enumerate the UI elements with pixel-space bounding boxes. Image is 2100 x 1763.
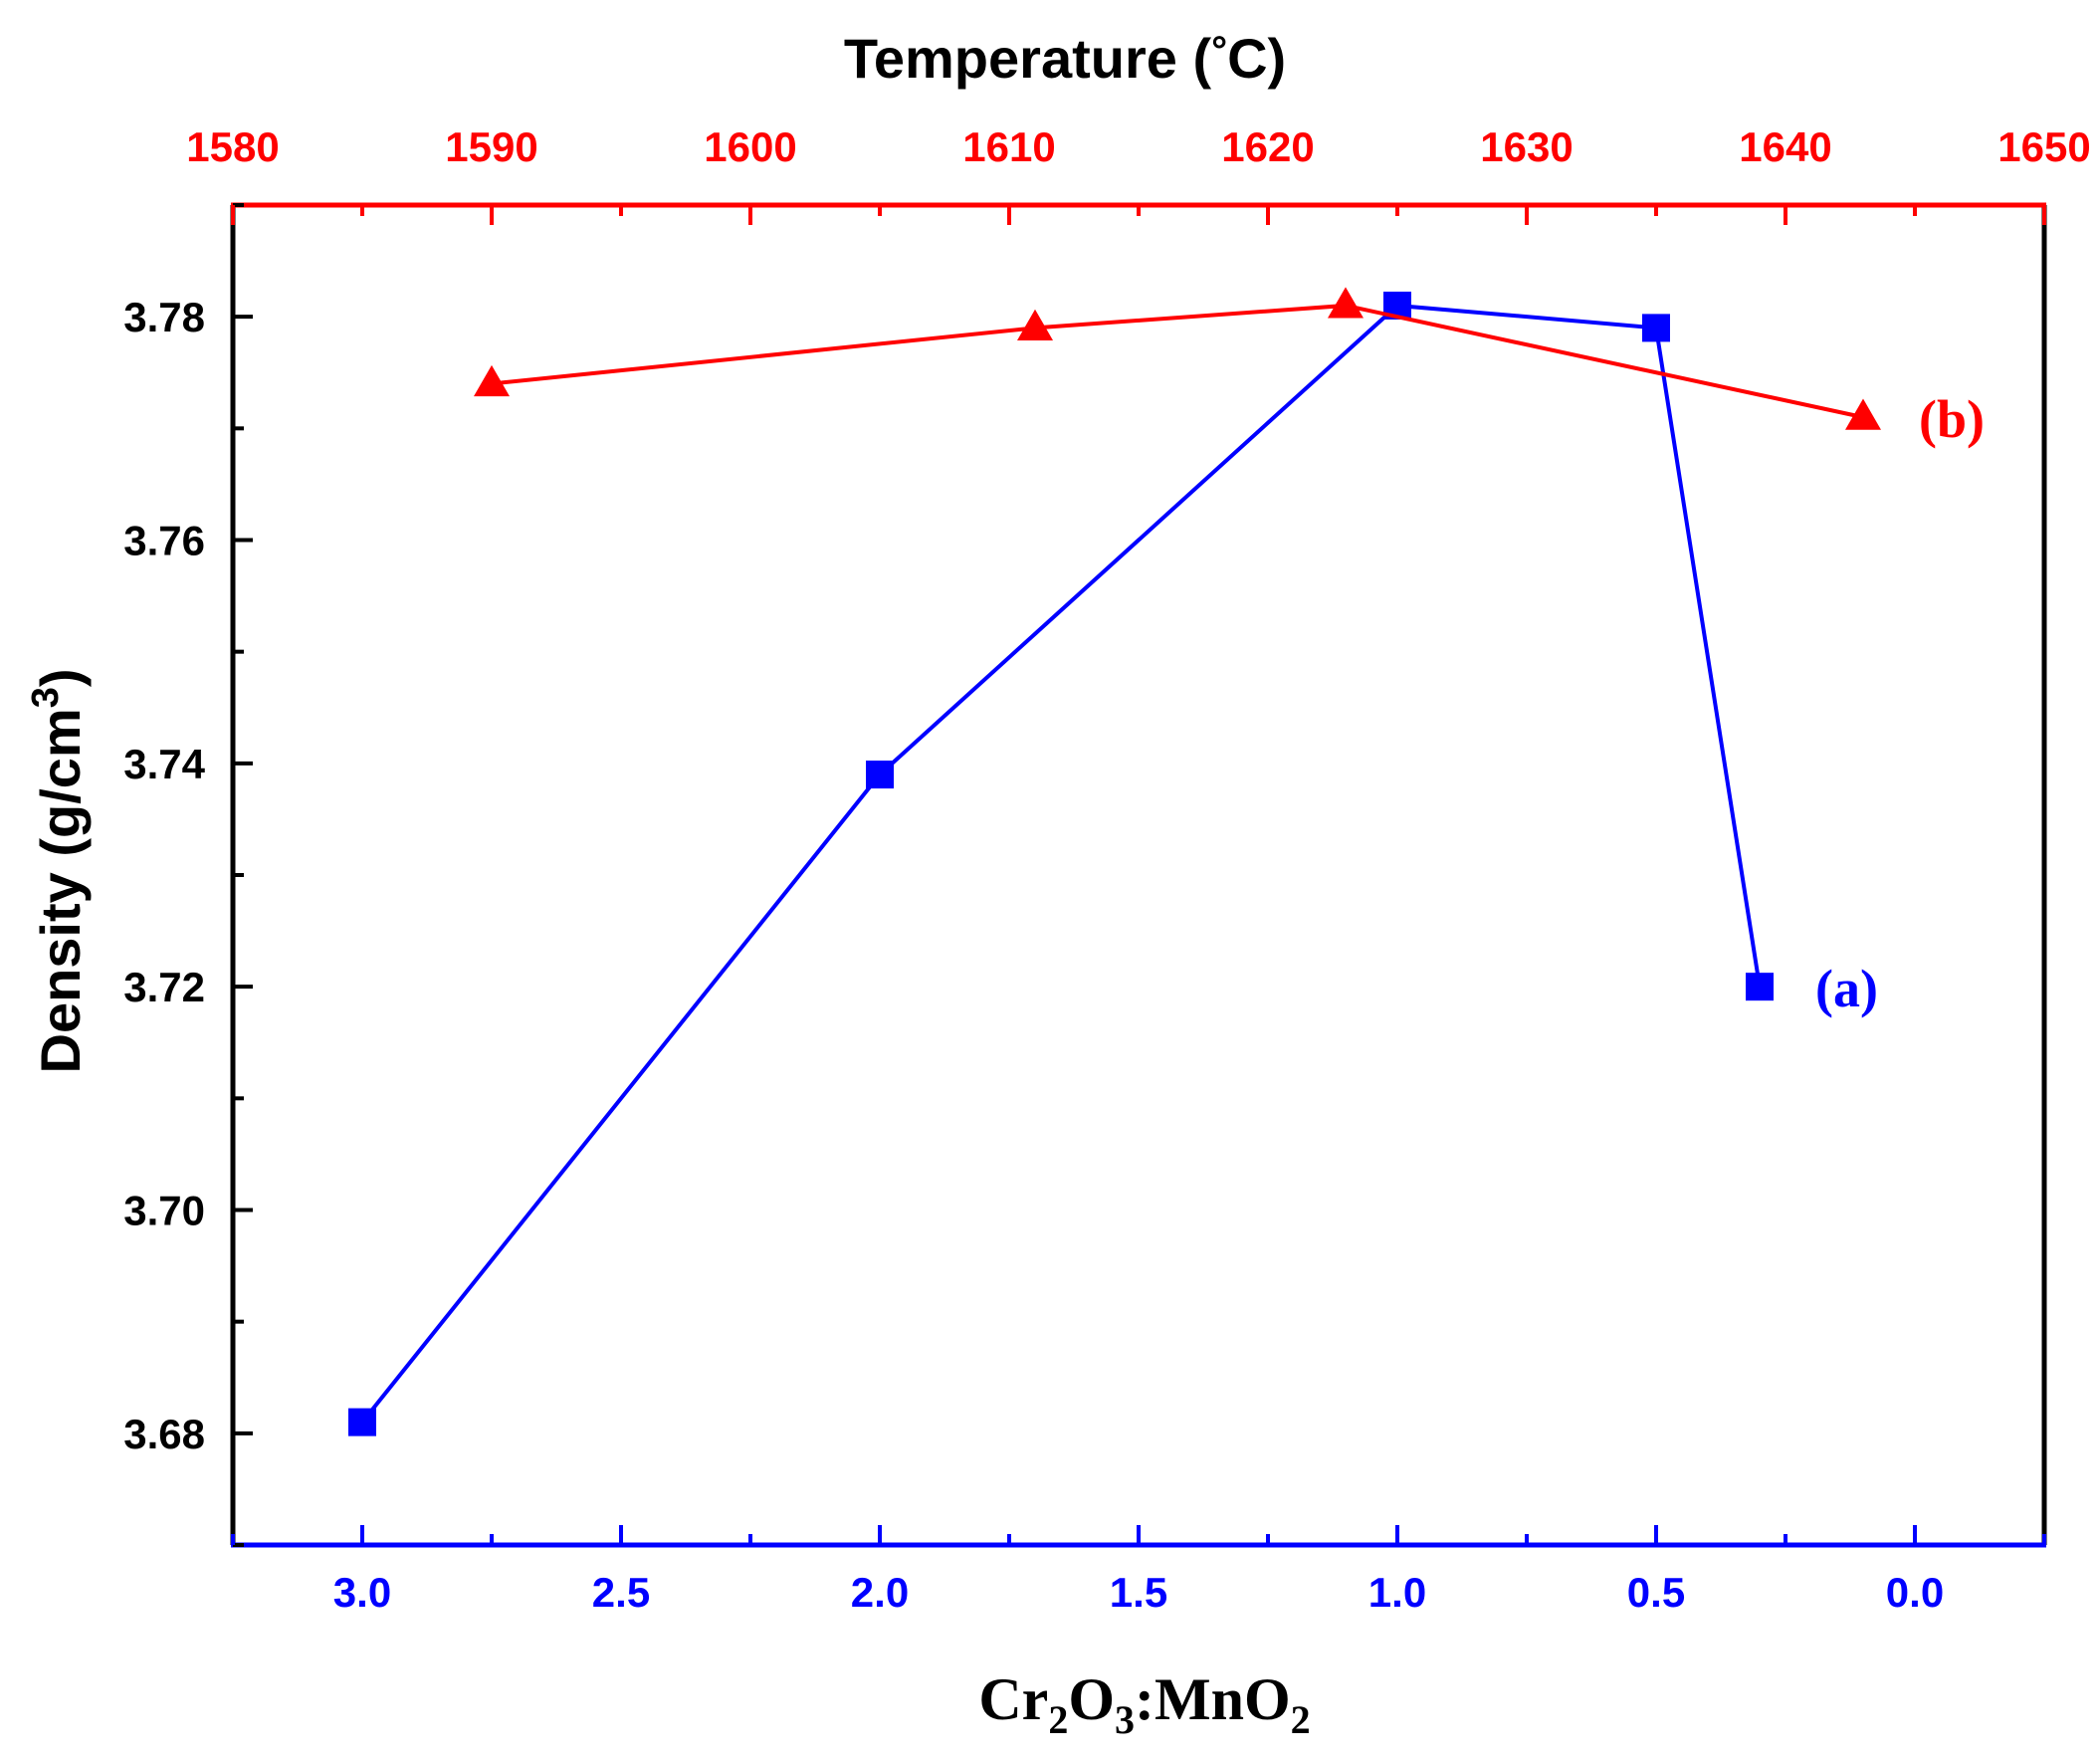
- x-bottom-tick-label: 0.5: [1627, 1569, 1685, 1616]
- annotation-label: (a): [1815, 959, 1878, 1018]
- data-point-square: [348, 1408, 376, 1436]
- bottom-axis-title-text: O: [1068, 1666, 1115, 1732]
- bottom-axis-title-subscript: 2: [1291, 1697, 1311, 1742]
- y-tick-label: 3.78: [123, 294, 205, 340]
- y-tick-label: 3.70: [123, 1188, 205, 1234]
- y-tick-label: 3.76: [123, 518, 205, 564]
- top-axis-title-text: Temperature (: [844, 27, 1212, 90]
- data-point-triangle: [1328, 287, 1364, 319]
- series-line: [491, 303, 1864, 420]
- series-b: [474, 287, 1881, 430]
- x-top-tick-label: 1630: [1480, 123, 1573, 170]
- data-point-triangle: [474, 364, 510, 397]
- y-axis-title-superscript: 3: [25, 687, 67, 708]
- annotation-label: (b): [1919, 389, 1985, 449]
- series-layer: [348, 287, 1881, 1436]
- x-bottom-tick-label: 2.5: [592, 1569, 650, 1616]
- bottom-axis-title-subscript: 3: [1115, 1697, 1135, 1742]
- x-bottom-tick-label: 1.0: [1368, 1569, 1426, 1616]
- bottom-axis-title-subscript: 2: [1048, 1697, 1068, 1742]
- data-point-triangle: [1017, 309, 1053, 340]
- x-top-tick-label: 1600: [704, 123, 796, 170]
- x-top-tick-label: 1590: [445, 123, 537, 170]
- y-tick-label: 3.72: [123, 964, 205, 1010]
- x-top-tick-label: 1650: [1997, 123, 2090, 170]
- data-point-square: [1746, 973, 1774, 1001]
- y-axis-title-text: Density (g/cm: [29, 708, 92, 1073]
- y-tick-label: 3.74: [123, 741, 205, 787]
- x-top-axis: 1580 1590 1600 1610 1620 1630 1640 1650: [186, 123, 2091, 225]
- x-top-tick-label: 1580: [186, 123, 279, 170]
- top-axis-title-suffix: C): [1227, 27, 1286, 90]
- annotation-layer: (a) (b): [1815, 389, 1985, 1018]
- x-bottom-tick-label: 3.0: [333, 1569, 391, 1616]
- x-top-tick-label: 1610: [962, 123, 1055, 170]
- data-point-triangle: [1845, 398, 1881, 430]
- y-axis: 3.68 3.70 3.72 3.74 3.76 3.78: [123, 203, 253, 1547]
- x-bottom-tick-label: 2.0: [851, 1569, 909, 1616]
- series-a: [348, 291, 1774, 1436]
- x-top-tick-label: 1640: [1739, 123, 1831, 170]
- y-axis-title: Density (g/cm3): [25, 669, 92, 1074]
- x-bottom-tick-label: 0.0: [1886, 1569, 1944, 1616]
- bottom-axis-title-text: Cr: [978, 1666, 1048, 1732]
- y-tick-label: 3.68: [123, 1411, 205, 1457]
- bottom-axis-title-text: :MnO: [1135, 1666, 1291, 1732]
- bottom-axis-title: Cr2O3:MnO2: [978, 1666, 1310, 1742]
- data-point-square: [1642, 314, 1670, 342]
- x-bottom-axis: 3.0 2.5 2.0 1.5 1.0 0.5 0.0: [231, 1525, 2046, 1616]
- x-bottom-tick-label: 1.5: [1110, 1569, 1167, 1616]
- top-axis-title-degree: °: [1211, 29, 1227, 73]
- y-axis-title-suffix: ): [29, 669, 92, 688]
- x-top-tick-label: 1620: [1221, 123, 1314, 170]
- top-axis-title: Temperature (°C): [844, 27, 1286, 90]
- data-point-square: [866, 761, 894, 789]
